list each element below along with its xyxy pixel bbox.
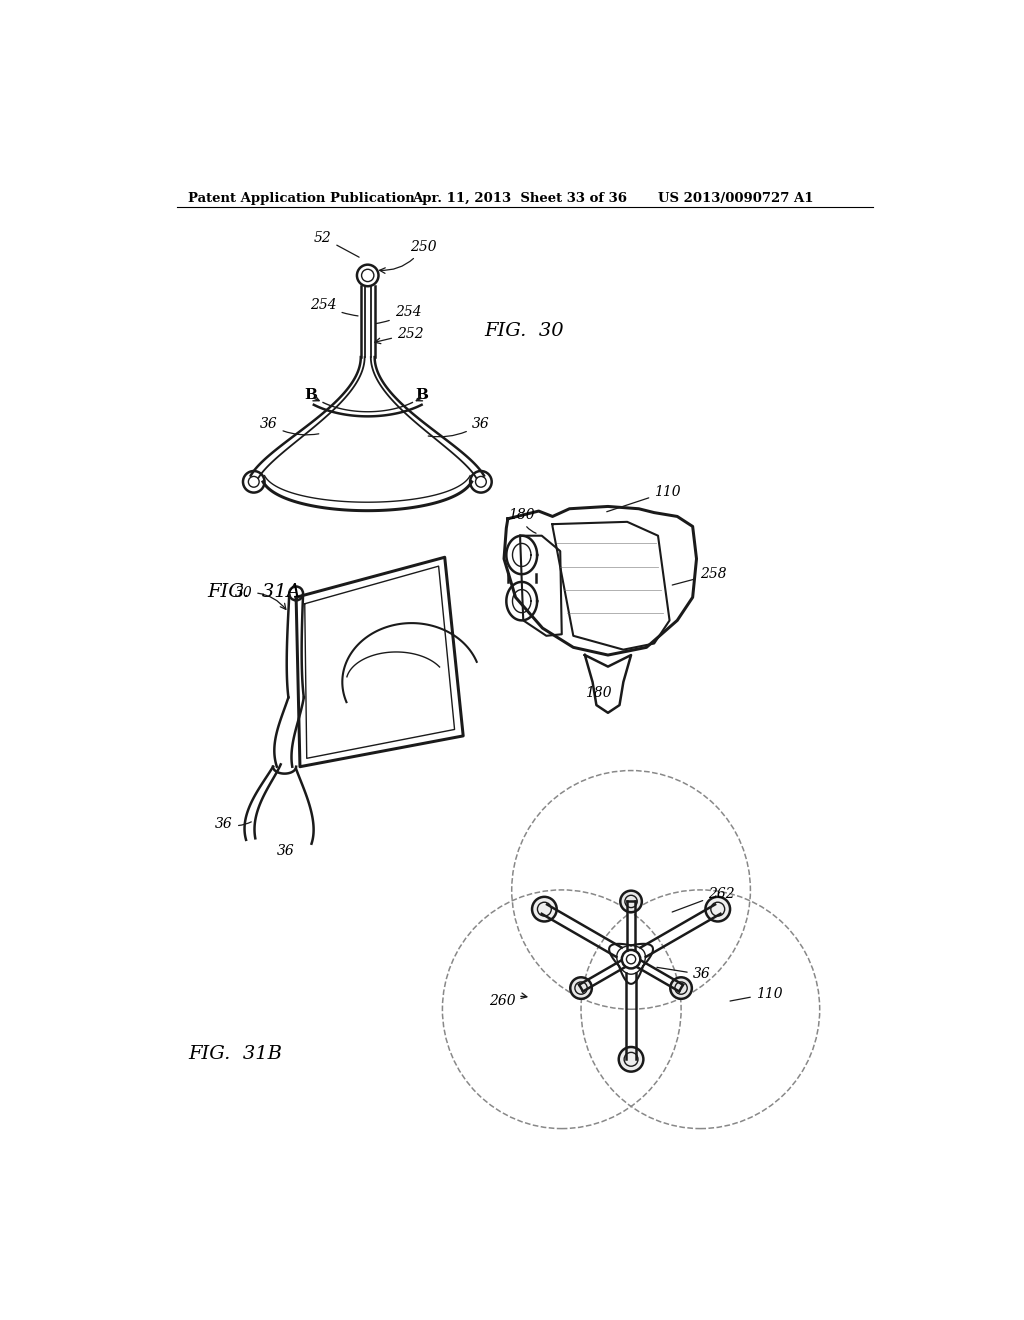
- Text: 258: 258: [672, 568, 727, 585]
- Text: 110: 110: [607, 484, 681, 512]
- Text: 36: 36: [276, 845, 295, 858]
- Text: B: B: [416, 388, 428, 401]
- Text: 30: 30: [234, 586, 286, 610]
- Text: Patent Application Publication: Patent Application Publication: [188, 191, 415, 205]
- Text: 252: 252: [375, 327, 424, 343]
- Text: Apr. 11, 2013  Sheet 33 of 36: Apr. 11, 2013 Sheet 33 of 36: [412, 191, 627, 205]
- Text: US 2013/0090727 A1: US 2013/0090727 A1: [658, 191, 813, 205]
- Circle shape: [618, 1047, 643, 1072]
- Circle shape: [706, 896, 730, 921]
- Circle shape: [671, 977, 692, 999]
- Text: 254: 254: [376, 305, 421, 323]
- Circle shape: [532, 896, 557, 921]
- Text: FIG.  31B: FIG. 31B: [188, 1045, 283, 1064]
- Text: 180: 180: [585, 686, 611, 701]
- Circle shape: [621, 891, 642, 912]
- Text: 110: 110: [730, 987, 782, 1001]
- Text: 36: 36: [428, 417, 489, 437]
- Circle shape: [570, 977, 592, 999]
- Text: 36: 36: [260, 417, 318, 434]
- Text: FIG.  31A: FIG. 31A: [208, 583, 301, 602]
- Text: FIG.  30: FIG. 30: [484, 322, 564, 339]
- Text: 180: 180: [508, 508, 536, 533]
- Text: 52: 52: [313, 231, 359, 257]
- Text: 260: 260: [488, 993, 527, 1008]
- Text: 36: 36: [657, 968, 711, 982]
- Text: 250: 250: [380, 240, 436, 273]
- Text: 262: 262: [672, 887, 734, 912]
- Text: B: B: [304, 388, 317, 401]
- Text: 36: 36: [215, 817, 251, 832]
- Text: 254: 254: [310, 297, 358, 315]
